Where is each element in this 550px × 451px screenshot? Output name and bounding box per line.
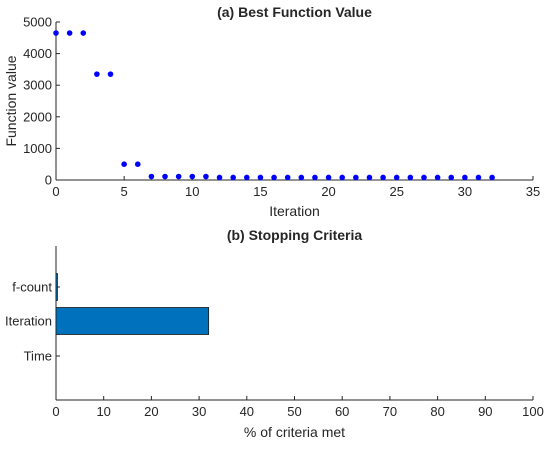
chart-a-x-tick-label: 5: [121, 184, 128, 199]
chart-a-point: [421, 174, 427, 181]
chart-a-point: [434, 174, 441, 181]
chart-b-category-label: Iteration: [5, 314, 52, 329]
chart-b-x-tick-label: 0: [52, 404, 59, 419]
chart-b-bar: [55, 273, 58, 301]
chart-a-point: [230, 174, 236, 181]
chart-a-x-tick-label: 20: [321, 184, 335, 199]
chart-b-x-tick-label: 80: [430, 404, 444, 419]
chart-a-point: [284, 174, 291, 181]
chart-a-point: [380, 174, 386, 181]
chart-a-point: [53, 30, 59, 36]
chart-a-x-tick-label: 0: [52, 184, 59, 199]
chart-a-point: [107, 71, 114, 77]
chart-a-point: [475, 174, 482, 181]
chart-a-point: [148, 173, 155, 180]
chart-a-x-tick-label: 30: [458, 184, 472, 199]
chart-a-point: [339, 174, 346, 181]
chart-a-point: [353, 174, 359, 181]
chart-b-x-tick-label: 100: [522, 404, 544, 419]
chart-b-bar: [55, 307, 210, 335]
chart-a-point: [216, 174, 223, 181]
chart-a-point: [257, 174, 264, 181]
chart-b-category-label: f-count: [12, 280, 52, 295]
chart-a-title: (a) Best Function Value: [217, 4, 372, 20]
chart-a-x-tick-label: 10: [185, 184, 199, 199]
chart-a-point: [175, 173, 182, 180]
chart-b-x-label: % of criteria met: [244, 424, 345, 440]
chart-a-point: [244, 174, 250, 181]
chart-a-point: [393, 174, 400, 181]
chart-b-x-tick-label: 60: [335, 404, 349, 419]
chart-a-y-tick-label: 4000: [23, 46, 52, 61]
chart-a-x-tick-label: 25: [389, 184, 403, 199]
chart-b-x-tick-label: 70: [383, 404, 397, 419]
chart-a-point: [189, 173, 196, 180]
chart-a-point: [80, 30, 87, 36]
chart-a-point: [366, 174, 373, 181]
chart-b-x-tick-label: 20: [144, 404, 158, 419]
chart-a-point: [271, 174, 277, 181]
chart-a-x-tick-label: 35: [526, 184, 540, 199]
chart-a-point: [489, 174, 495, 181]
chart-a-point: [448, 174, 455, 181]
chart-b-category-label: Time: [24, 349, 52, 364]
chart-a-point: [325, 174, 332, 181]
chart-b-title: (b) Stopping Criteria: [227, 227, 363, 243]
chart-a-point: [312, 174, 318, 181]
chart-a-point: [462, 174, 468, 181]
chart-a-y-label: Function value: [3, 55, 19, 146]
chart-b-x-tick-label: 50: [287, 404, 301, 419]
chart-a-x-label: Iteration: [269, 203, 320, 219]
chart-a-point: [162, 173, 168, 180]
chart-a-y-tick-label: 3000: [23, 78, 52, 93]
chart-b-x-tick-label: 30: [192, 404, 206, 419]
chart-a-point: [407, 174, 414, 181]
chart-b-x-tick-label: 10: [96, 404, 110, 419]
chart-a-point: [94, 71, 100, 77]
chart-a-point: [121, 161, 127, 167]
chart-a-y-tick-label: 0: [45, 173, 52, 188]
chart-a-x-tick-label: 15: [253, 184, 267, 199]
chart-a-point: [298, 174, 305, 181]
chart-b-x-tick-label: 40: [240, 404, 254, 419]
chart-a-y-tick-label: 1000: [23, 141, 52, 156]
chart-b-x-tick-label: 90: [478, 404, 492, 419]
chart-a-y-tick-label: 5000: [23, 15, 52, 30]
chart-a-point: [134, 161, 141, 167]
chart-a-y-tick-label: 2000: [23, 109, 52, 124]
chart-a-point: [66, 30, 73, 36]
chart-a-point: [203, 173, 209, 180]
